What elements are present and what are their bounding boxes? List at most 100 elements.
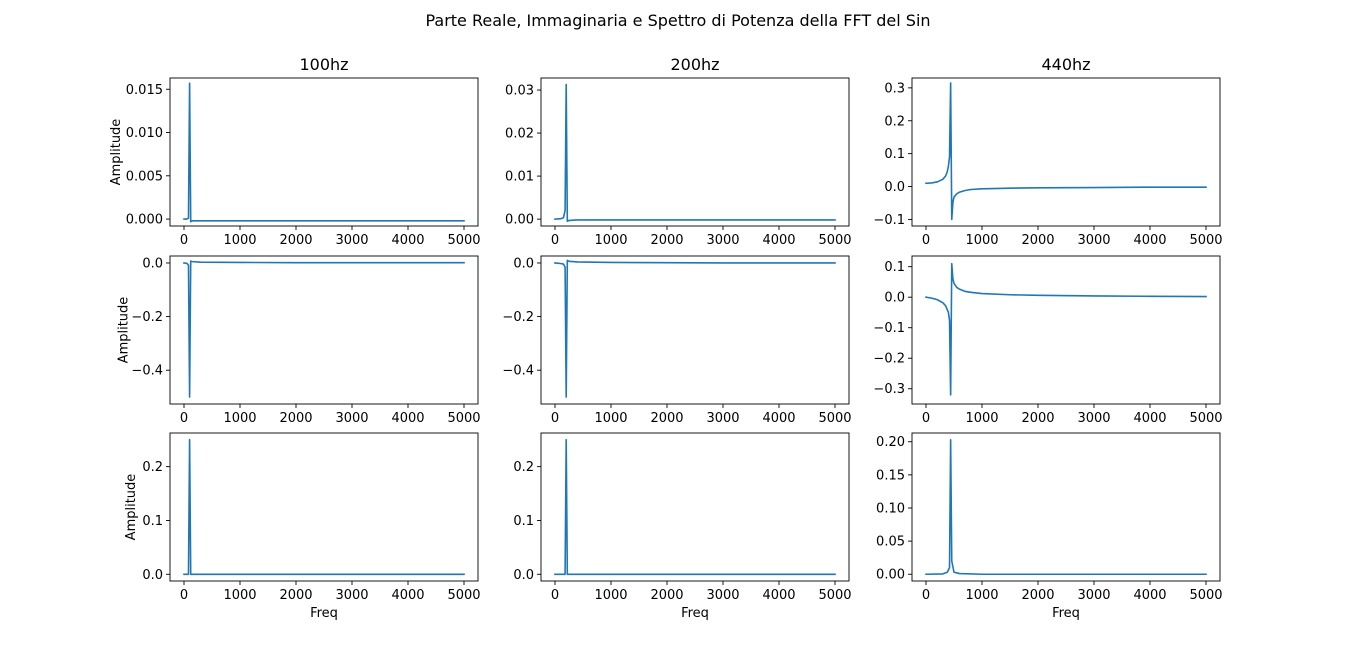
y-tick-label: −0.1 (873, 321, 905, 336)
subplot-title: 100hz (299, 55, 348, 74)
y-tick-label: 0.2 (884, 114, 905, 129)
x-tick-label: 5000 (818, 588, 851, 603)
x-tick-label: 3000 (706, 411, 739, 426)
x-tick-label: 1000 (223, 233, 256, 248)
x-tick-label: 0 (922, 411, 930, 426)
x-tick-label: 4000 (1133, 233, 1166, 248)
series-line (183, 82, 465, 223)
y-tick-label: 0.0 (142, 256, 163, 271)
series-line (925, 438, 1207, 576)
y-axis-label: Amplitude (109, 119, 124, 186)
x-tick-label: 0 (551, 588, 559, 603)
y-tick-label: 0.2 (513, 460, 534, 475)
series-line (183, 260, 465, 398)
x-tick-label: 5000 (818, 411, 851, 426)
y-tick-label: 0.15 (876, 468, 905, 483)
x-tick-label: 4000 (391, 588, 424, 603)
y-tick-label: −0.4 (502, 364, 534, 379)
axes-frame (169, 255, 479, 405)
y-tick-label: 0.0 (884, 291, 905, 306)
x-axis-label: Freq (681, 606, 709, 621)
x-axis-label: Freq (310, 606, 338, 621)
series-line (554, 438, 836, 576)
x-tick-label: 0 (551, 233, 559, 248)
x-tick-label: 2000 (279, 588, 312, 603)
series-line (925, 262, 1207, 396)
x-tick-label: 3000 (1077, 233, 1110, 248)
y-axis-label: Amplitude (124, 474, 139, 541)
y-tick-label: 0.01 (505, 170, 534, 185)
y-tick-label: −0.2 (502, 310, 534, 325)
y-tick-label: −0.2 (131, 310, 163, 325)
x-tick-label: 0 (922, 588, 930, 603)
x-tick-label: 5000 (818, 233, 851, 248)
axes-frame (911, 432, 1221, 582)
subplot-grid: 0 1000 2000 3000 4000 50000.0000.0050.0100.01… (109, 55, 1223, 621)
y-tick-label: 0.02 (505, 127, 534, 142)
x-tick-label: 1000 (965, 588, 998, 603)
axes-frame (169, 432, 479, 582)
y-tick-label: 0.000 (126, 213, 163, 228)
y-tick-label: 0.10 (876, 501, 905, 516)
subplot-2-1: 0 1000 2000 3000 4000 5000 −0.4 −0.2 0.0 Amplitud… (117, 255, 481, 426)
x-tick-label: 3000 (706, 588, 739, 603)
subplot-1-2: 0 1000 2000 3000 4000 5000 0.00 0.01 0.02 0.03 200… (505, 55, 852, 248)
x-axis-label: Freq (1052, 606, 1080, 621)
x-tick-label: 0 (551, 411, 559, 426)
series-line (925, 82, 1207, 221)
y-tick-label: 0.0 (513, 568, 534, 583)
x-tick-label: 3000 (335, 233, 368, 248)
subplot-3-3: 0 1000 2000 3000 4000 5000 0.00 0.05 0.10 0.15 0.2… (876, 432, 1223, 621)
subplot-2-2: 0 1000 2000 3000 4000 5000 −0.4 −0.2 0.0 (502, 255, 852, 426)
x-tick-label: 3000 (1077, 588, 1110, 603)
y-tick-label: 0.3 (884, 81, 905, 96)
subplot-1-3: 0 1000 2000 3000 4000 5000 −0.1 0.0 0.1 0.2 0.3 440… (873, 55, 1222, 248)
axes-frame (911, 77, 1221, 227)
series-line (183, 438, 465, 576)
subplot-3-2: 0 1000 2000 3000 4000 5000 0.0 0.1 0.2 Freq (513, 432, 852, 621)
y-tick-label: 0.03 (505, 84, 534, 99)
y-tick-label: 0.010 (126, 126, 163, 141)
x-tick-label: 4000 (762, 411, 795, 426)
x-tick-label: 5000 (1189, 411, 1222, 426)
y-tick-label: 0.0 (142, 568, 163, 583)
x-tick-label: 5000 (1189, 588, 1222, 603)
x-tick-label: 0 (180, 588, 188, 603)
y-tick-label: 0.005 (126, 169, 163, 184)
y-tick-label: −0.4 (131, 364, 163, 379)
y-tick-label: 0.20 (876, 435, 905, 450)
subplot-2-3: 0 1000 2000 3000 4000 5000 −0.3 −0.2 −0.1 0.0 0.1 (873, 255, 1223, 426)
axes-frame (911, 255, 1221, 405)
x-tick-label: 3000 (335, 411, 368, 426)
y-tick-label: 0.1 (142, 514, 163, 529)
y-tick-label: 0.00 (505, 213, 534, 228)
y-tick-label: 0.0 (884, 180, 905, 195)
x-tick-label: 1000 (594, 233, 627, 248)
y-tick-label: 0.05 (876, 535, 905, 550)
axes-frame (540, 255, 850, 405)
x-tick-label: 3000 (335, 588, 368, 603)
x-tick-label: 1000 (223, 588, 256, 603)
x-tick-label: 5000 (1189, 233, 1222, 248)
x-tick-label: 4000 (1133, 411, 1166, 426)
subplot-1-1: 0 1000 2000 3000 4000 5000 0.000 0.005 0.010 0.01… (109, 55, 481, 248)
x-tick-label: 5000 (447, 411, 480, 426)
x-tick-label: 0 (180, 233, 188, 248)
y-tick-label: 0.0 (513, 256, 534, 271)
y-tick-label: 0.00 (876, 568, 905, 583)
y-tick-label: 0.1 (884, 260, 905, 275)
y-tick-label: 0.2 (142, 460, 163, 475)
x-tick-label: 2000 (1021, 588, 1054, 603)
axes-frame (169, 77, 479, 227)
axes-frame (540, 432, 850, 582)
x-tick-label: 5000 (447, 588, 480, 603)
x-tick-label: 5000 (447, 233, 480, 248)
x-tick-label: 0 (922, 233, 930, 248)
axes-frame (540, 77, 850, 227)
x-tick-label: 2000 (1021, 233, 1054, 248)
x-tick-label: 1000 (965, 411, 998, 426)
x-tick-label: 4000 (391, 233, 424, 248)
y-tick-label: −0.2 (873, 352, 905, 367)
